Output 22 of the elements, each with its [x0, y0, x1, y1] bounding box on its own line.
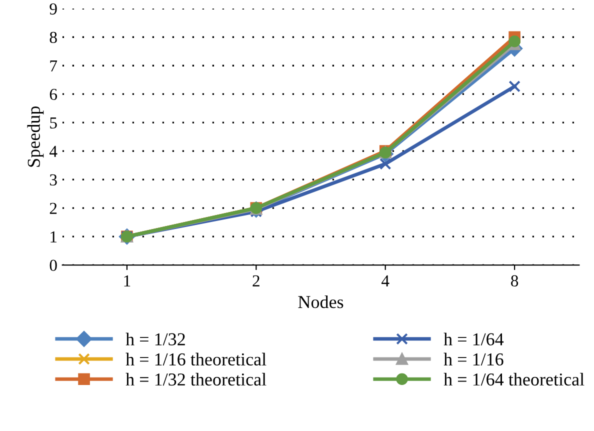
legend-label: h = 1/16 [444, 352, 504, 366]
y-tick-label: 6 [50, 88, 58, 100]
legend-label: h = 1/64 theoretical [444, 372, 584, 386]
y-tick-label: 4 [50, 146, 58, 157]
y-tick-label: 0 [50, 260, 57, 272]
legend-label: h = 1/32 theoretical [126, 372, 266, 386]
x-axis-title: Nodes [298, 295, 344, 308]
legend-label: h = 1/32 [126, 332, 185, 346]
y-tick-label: 8 [50, 32, 57, 44]
y-tick-label: 7 [50, 60, 58, 72]
y-tick-label: 5 [50, 117, 57, 129]
x-tick-label: 4 [382, 275, 390, 286]
x-tick-label: 8 [511, 275, 518, 287]
y-tick-label: 1 [50, 231, 57, 242]
legend-label: h = 1/64 [444, 332, 504, 346]
x-tick-label: 1 [124, 275, 130, 286]
x-tick-label: 2 [252, 275, 260, 286]
legend-label: h = 1/16 theoretical [126, 352, 266, 366]
y-tick-label: 2 [50, 202, 57, 214]
y-axis-title: Speedup [27, 106, 44, 167]
y-tick-label: 3 [50, 174, 57, 186]
y-tick-label: 9 [50, 3, 57, 15]
